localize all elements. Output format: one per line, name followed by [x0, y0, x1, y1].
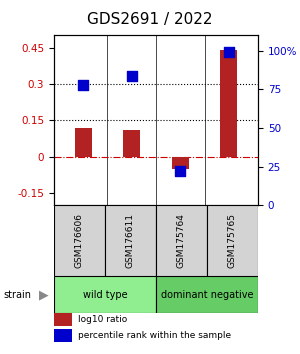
Bar — [156, 205, 207, 276]
Text: GSM176606: GSM176606 — [75, 213, 84, 268]
Bar — [207, 205, 258, 276]
Bar — [75, 128, 92, 157]
Bar — [54, 205, 105, 276]
Text: log10 ratio: log10 ratio — [78, 315, 127, 324]
Point — [129, 73, 134, 78]
Text: strain: strain — [3, 290, 31, 300]
Bar — [54, 276, 156, 313]
Bar — [54, 329, 72, 342]
Text: percentile rank within the sample: percentile rank within the sample — [78, 331, 231, 341]
Text: GSM176611: GSM176611 — [126, 213, 135, 268]
Point — [178, 169, 183, 174]
Point — [226, 50, 231, 55]
Text: GSM175765: GSM175765 — [228, 213, 237, 268]
Bar — [172, 157, 189, 169]
Bar — [105, 205, 156, 276]
Bar — [220, 50, 237, 157]
Bar — [123, 130, 140, 157]
Bar — [156, 276, 258, 313]
Text: GDS2691 / 2022: GDS2691 / 2022 — [87, 12, 213, 27]
Text: wild type: wild type — [83, 290, 127, 300]
Point — [81, 82, 85, 88]
Text: GSM175764: GSM175764 — [177, 213, 186, 268]
Text: dominant negative: dominant negative — [161, 290, 253, 300]
Text: ▶: ▶ — [39, 288, 48, 301]
Bar — [54, 313, 72, 326]
